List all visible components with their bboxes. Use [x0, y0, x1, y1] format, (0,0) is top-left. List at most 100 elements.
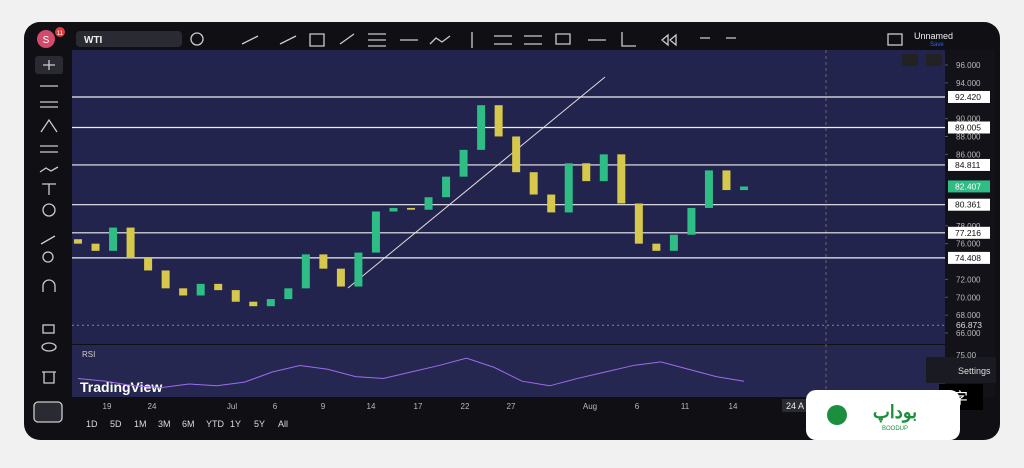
logo-brand: BOODUP — [882, 426, 908, 432]
y-tick-label: 88.000 — [956, 132, 981, 141]
timeframe[interactable]: YTD — [206, 419, 225, 429]
candle — [547, 194, 556, 213]
timeframe[interactable]: 1Y — [230, 419, 241, 429]
level-box — [948, 90, 990, 103]
x-tick-label: 19 — [103, 402, 112, 411]
timeframe[interactable]: 5D — [110, 419, 122, 429]
candle — [354, 252, 363, 287]
rsi-label: RSI — [82, 350, 95, 359]
y-tick-label: 90.000 — [956, 115, 981, 124]
settings-popup[interactable] — [926, 357, 996, 383]
candle — [179, 288, 188, 296]
price-axis — [945, 50, 995, 397]
candle — [687, 207, 696, 235]
candle — [74, 239, 82, 244]
settings: Settings — [958, 366, 991, 376]
eye-tool[interactable] — [41, 342, 57, 352]
x-tick-label: 14 — [367, 402, 376, 411]
candle — [494, 105, 503, 137]
candle — [231, 290, 240, 302]
trash-tool[interactable] — [42, 371, 56, 384]
candle — [669, 234, 678, 251]
pattern-tool[interactable] — [39, 166, 59, 173]
x-tick-label: 9 — [321, 402, 326, 411]
level-label: 84.811 — [955, 160, 981, 170]
compare-button[interactable] — [190, 32, 204, 46]
candle — [161, 270, 170, 289]
level-label: 77.216 — [955, 228, 981, 238]
level-box — [948, 226, 990, 239]
y-tick-label: 86.000 — [956, 150, 981, 159]
rsi-top-label: 75.00 — [956, 351, 977, 360]
candle — [266, 299, 275, 307]
level-label: 80.361 — [955, 200, 981, 210]
level-box — [948, 251, 990, 264]
y-tick-label: 96.000 — [956, 61, 981, 70]
fit-button[interactable] — [926, 54, 942, 66]
candle — [284, 288, 293, 300]
candle — [214, 283, 223, 291]
timeframe[interactable]: 1M — [134, 419, 147, 429]
trend-line[interactable] — [347, 76, 606, 289]
candle — [512, 136, 521, 173]
y-tick-label: 68.000 — [956, 311, 981, 320]
chart-pane — [72, 50, 945, 344]
candle — [704, 170, 713, 208]
candle — [582, 163, 591, 182]
candle — [442, 176, 451, 198]
candle — [407, 207, 415, 210]
timeframe[interactable]: 6M — [182, 419, 195, 429]
candle — [722, 170, 731, 191]
candle — [459, 149, 468, 177]
layout-name[interactable]: Unnamed — [914, 31, 953, 41]
x-tick-label: 22 — [461, 402, 470, 411]
logo-box — [806, 390, 960, 440]
ruler-tool[interactable] — [40, 235, 56, 245]
zoom-tool[interactable] — [42, 251, 54, 263]
symbol-search[interactable] — [76, 31, 182, 47]
cursor-date: 24 A — [786, 401, 804, 411]
alert-label: 66.873 — [956, 320, 982, 330]
drawing-tools[interactable] — [241, 32, 736, 48]
candle — [336, 268, 345, 287]
candle — [740, 186, 748, 191]
y-tick-label: 66.000 — [956, 329, 981, 338]
emoji-tool[interactable] — [42, 203, 56, 217]
save[interactable]: Save — [930, 42, 944, 48]
candle — [249, 301, 258, 307]
favorites[interactable] — [33, 401, 63, 423]
candle — [196, 283, 205, 296]
scroll-button[interactable] — [902, 54, 918, 66]
logo-icon — [827, 405, 847, 425]
candle — [599, 154, 608, 182]
x-tick-label: 6 — [273, 402, 278, 411]
x-tick-label: Aug — [583, 402, 597, 411]
line-tool[interactable] — [40, 85, 58, 108]
layout-button[interactable] — [887, 33, 903, 46]
rsi-pane — [72, 345, 945, 397]
lock-tool[interactable] — [42, 324, 55, 334]
candle — [424, 197, 433, 210]
y-tick-label: 94.000 — [956, 79, 981, 88]
candle — [319, 254, 328, 269]
candle — [634, 203, 643, 244]
timeframe[interactable]: 1D — [86, 419, 98, 429]
magnet-tool[interactable] — [42, 279, 56, 292]
avatar[interactable] — [37, 30, 55, 48]
level-box — [948, 121, 990, 134]
fib-tool[interactable] — [40, 145, 58, 153]
level-label: 74.408 — [955, 253, 981, 263]
level-label: 92.420 — [955, 92, 981, 102]
timeframe[interactable]: 5Y — [254, 419, 265, 429]
badge — [55, 27, 65, 37]
candle — [617, 154, 626, 204]
avatar-letter: S — [43, 35, 50, 46]
x-tick-label: 14 — [729, 402, 738, 411]
timeframe[interactable]: All — [278, 419, 288, 429]
timeframe[interactable]: 3M — [158, 419, 171, 429]
candle — [477, 105, 486, 150]
pitchfork-tool[interactable] — [40, 118, 58, 133]
badge-count: 11 — [57, 31, 64, 37]
text-tool[interactable] — [42, 183, 56, 195]
